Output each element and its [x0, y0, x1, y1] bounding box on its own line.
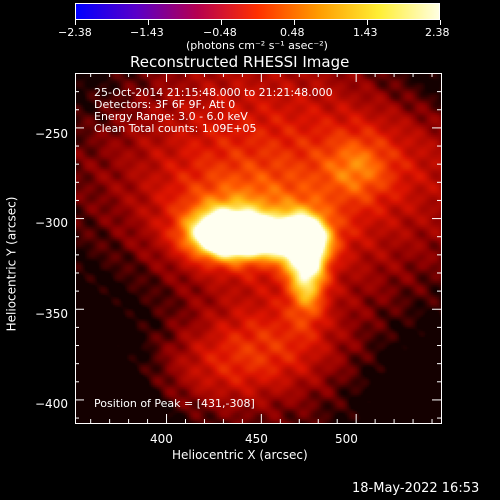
- x-tick-label: 500: [335, 432, 358, 446]
- colorbar-tick-label: 0.48: [280, 26, 305, 39]
- colorbar-tick-label: −2.38: [58, 26, 92, 39]
- peak-position-label: Position of Peak = [431,-308]: [94, 397, 255, 410]
- colorbar-units-label: (photons cm⁻² s⁻¹ asec⁻²): [186, 39, 328, 52]
- colorbar-tick-label: 2.38: [425, 26, 450, 39]
- colorbar-ticks: [75, 20, 441, 25]
- info-line-detectors: Detectors: 3F 6F 9F, Att 0: [94, 98, 236, 111]
- rhessi-heatmap: [75, 73, 441, 423]
- info-line-counts: Clean Total counts: 1.09E+05: [94, 122, 257, 135]
- x-axis-label: Heliocentric X (arcsec): [172, 448, 308, 462]
- image-title: Reconstructed RHESSI Image: [130, 53, 350, 71]
- x-tick-label: 450: [245, 432, 268, 446]
- colorbar-tick-label: 1.43: [353, 26, 378, 39]
- footer-timestamp: 18-May-2022 16:53: [352, 481, 480, 496]
- rhessi-image: 25-Oct-2014 21:15:48.000 to 21:21:48.000…: [75, 73, 441, 423]
- y-tick-label: −250: [35, 127, 68, 141]
- colorbar-gradient: [76, 4, 439, 19]
- info-line-energy: Energy Range: 3.0 - 6.0 keV: [94, 110, 248, 123]
- x-tick-label: 400: [150, 432, 173, 446]
- info-text-block: 25-Oct-2014 21:15:48.000 to 21:21:48.000…: [94, 87, 333, 135]
- info-line-time: 25-Oct-2014 21:15:48.000 to 21:21:48.000: [94, 86, 333, 99]
- y-tick-label: −400: [35, 397, 68, 411]
- y-axis-label: Heliocentric Y (arcsec): [4, 196, 19, 332]
- colorbar-tick-label: −1.43: [130, 26, 164, 39]
- colorbar-tick-label: −0.48: [203, 26, 237, 39]
- y-tick-label: −350: [35, 307, 68, 321]
- colorbar: [75, 3, 440, 20]
- y-tick-label: −300: [35, 216, 68, 230]
